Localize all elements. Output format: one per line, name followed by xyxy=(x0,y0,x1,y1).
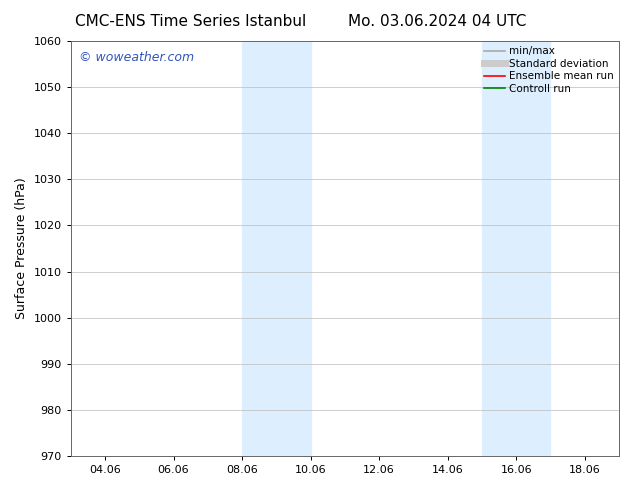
Text: © woweather.com: © woweather.com xyxy=(79,51,194,64)
Bar xyxy=(482,41,550,456)
Text: Mo. 03.06.2024 04 UTC: Mo. 03.06.2024 04 UTC xyxy=(348,14,527,29)
Legend: min/max, Standard deviation, Ensemble mean run, Controll run: min/max, Standard deviation, Ensemble me… xyxy=(482,44,616,96)
Bar xyxy=(242,41,311,456)
Y-axis label: Surface Pressure (hPa): Surface Pressure (hPa) xyxy=(15,178,28,319)
Text: CMC-ENS Time Series Istanbul: CMC-ENS Time Series Istanbul xyxy=(75,14,306,29)
